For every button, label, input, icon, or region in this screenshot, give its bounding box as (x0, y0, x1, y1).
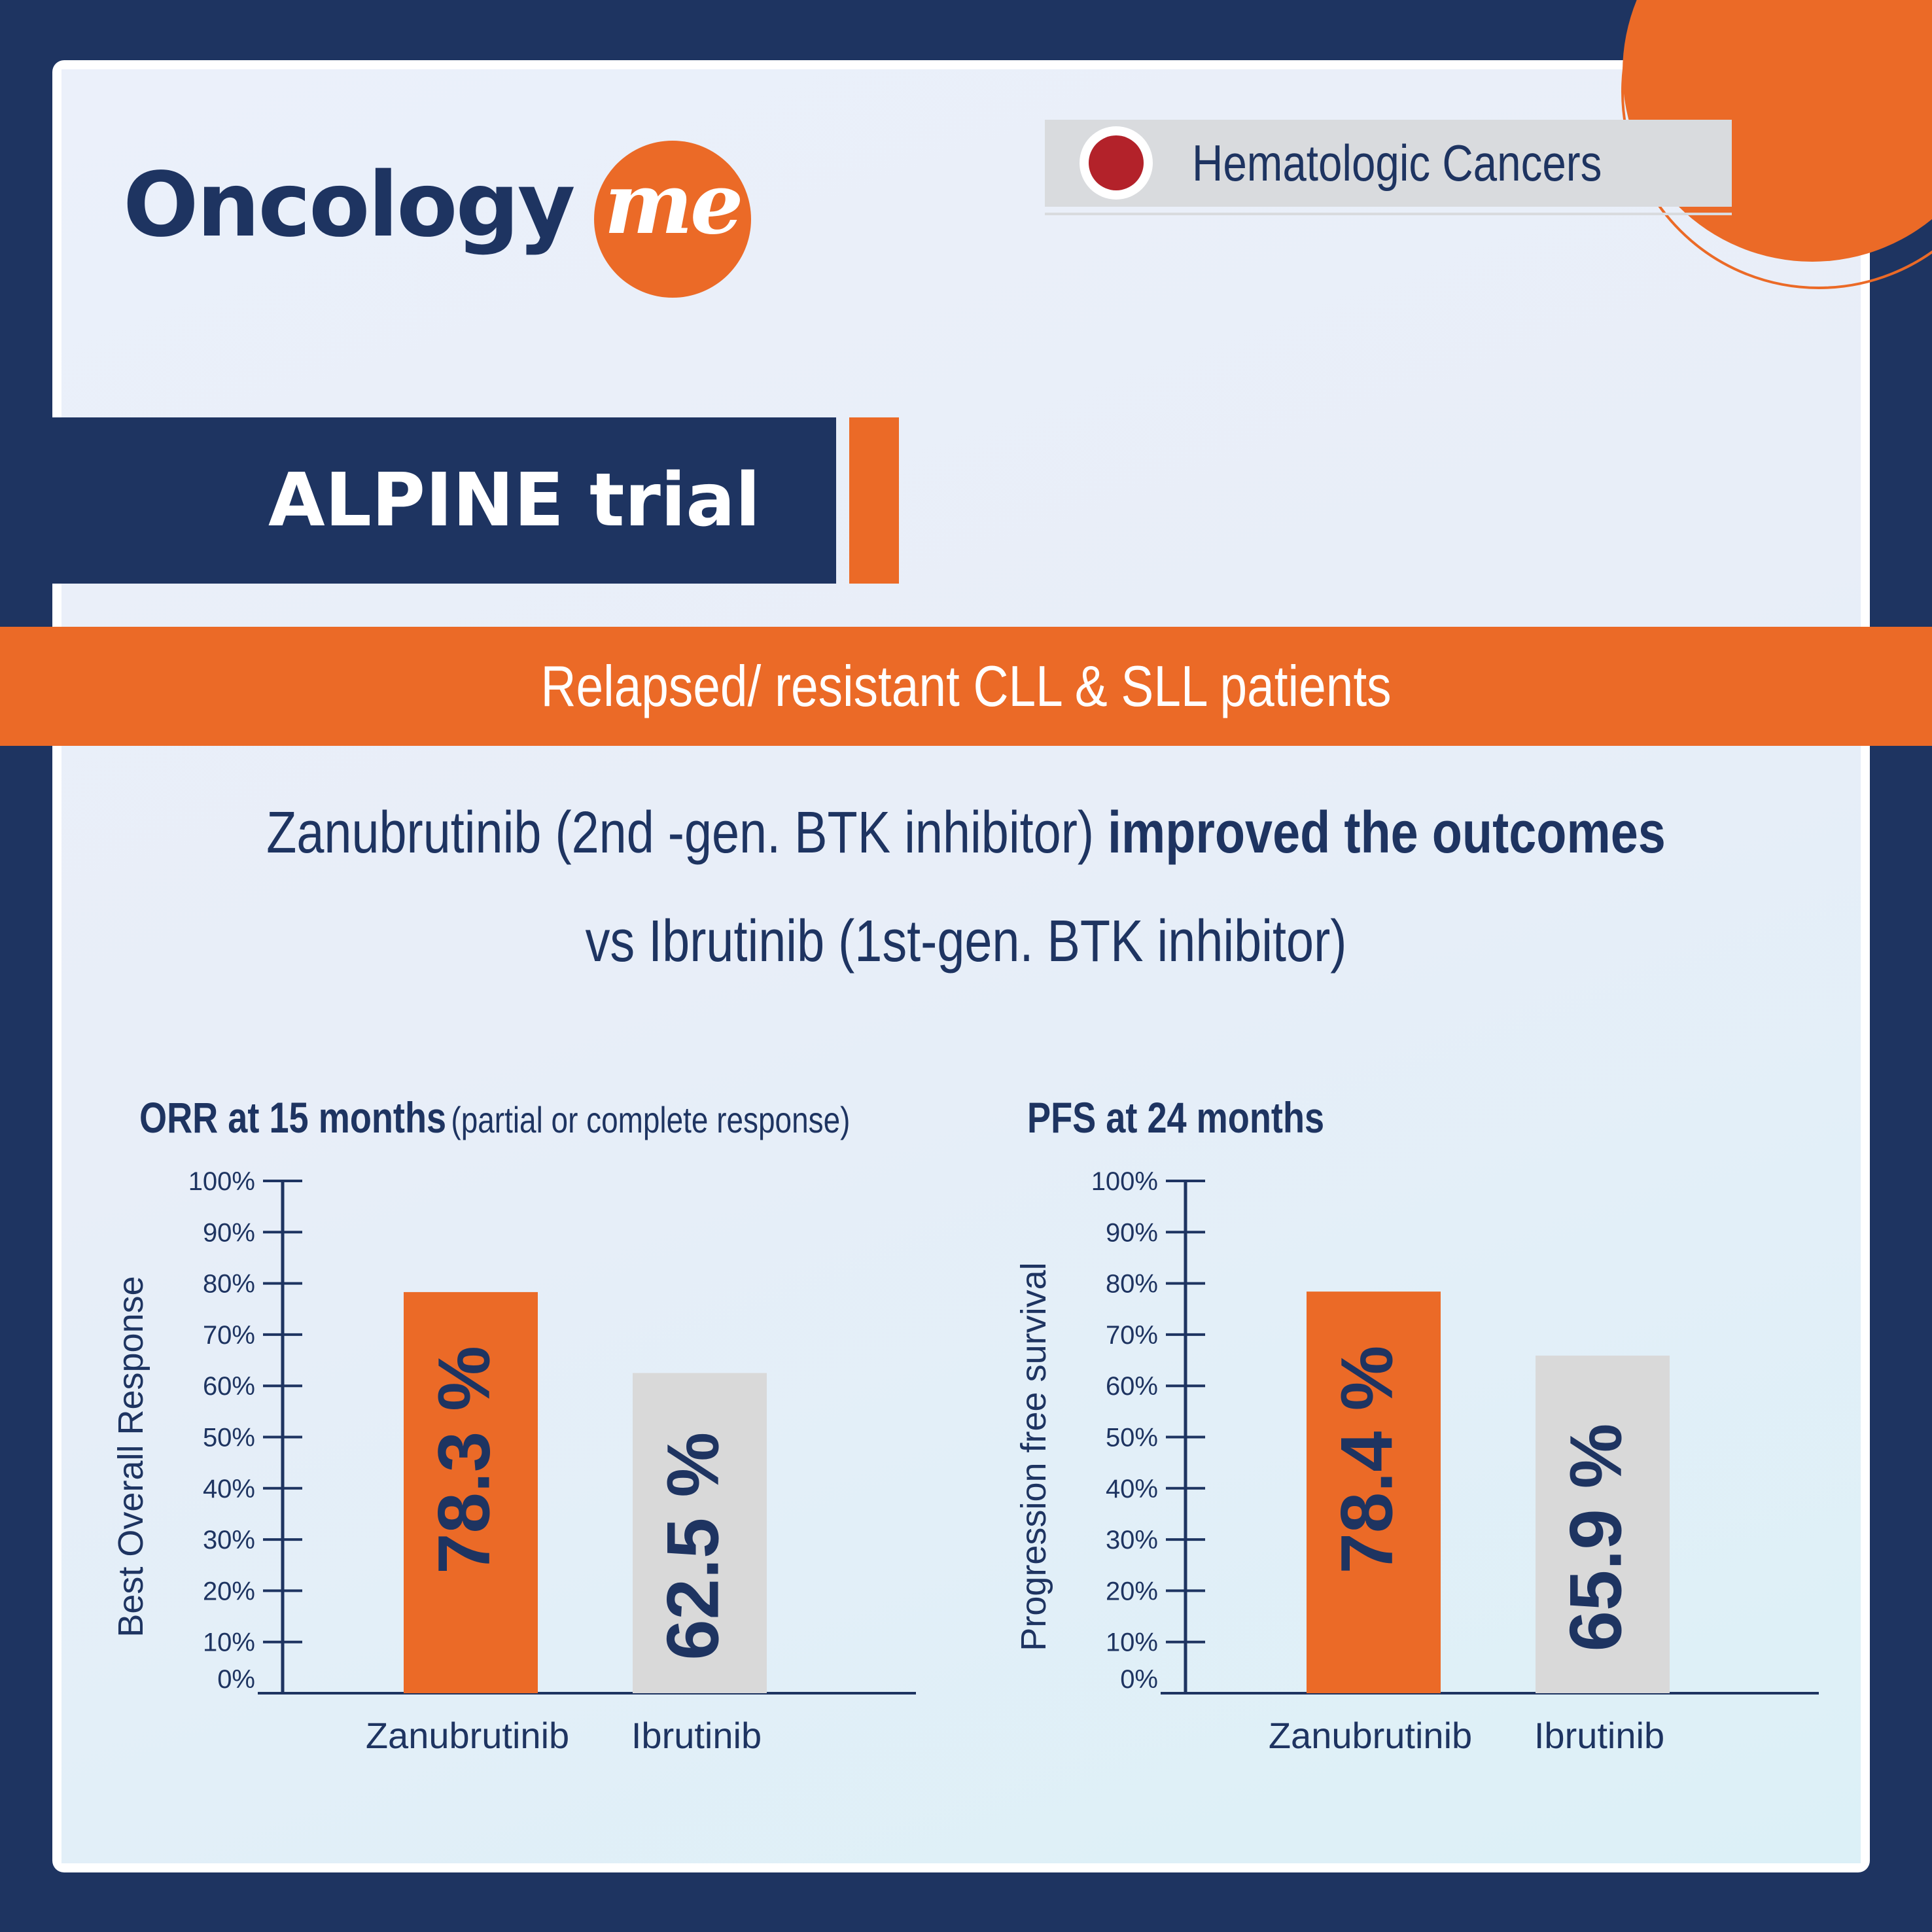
pfs-y-tick-label: 60% (1106, 1372, 1158, 1401)
orr-bar-ibrutinib (633, 1373, 767, 1693)
orr-y-tick-label: 60% (203, 1372, 255, 1401)
logo-me-text: me (604, 155, 744, 253)
pfs-y-tick-label: 90% (1106, 1218, 1158, 1247)
category-label: Hematologic Cancers (1192, 134, 1602, 192)
headline-drug: Zanubrutinib (2nd -gen. BTK inhibitor) (266, 800, 1108, 866)
population-band: Relapsed/ resistant CLL & SLL patients (0, 627, 1932, 746)
pfs-category-label: Zanubrutinib (1269, 1715, 1472, 1756)
population-text: Relapsed/ resistant CLL & SLL patients (540, 654, 1392, 718)
pfs-chart-title: PFS at 24 months (1027, 1093, 1324, 1142)
orr-value-label: 62.5 % (652, 1432, 734, 1660)
pfs-y-tick-label: 70% (1106, 1321, 1158, 1350)
orr-y-tick-label: 10% (203, 1628, 255, 1657)
orr-y-tick-label: 80% (203, 1270, 255, 1299)
orr-y-tick-label: 20% (203, 1577, 255, 1606)
blood-drop-icon (1080, 126, 1153, 200)
orr-y-tick-label: 70% (203, 1321, 255, 1350)
pfs-bar-ibrutinib (1536, 1356, 1670, 1693)
pfs-y-tick-label: 100% (1091, 1167, 1158, 1196)
orr-chart-title: ORR at 15 months (partial or complete re… (139, 1093, 850, 1142)
pfs-chart-title-main: PFS at 24 months (1027, 1093, 1325, 1142)
brand-logo: Oncology me (123, 141, 777, 298)
orr-y-tick-label: 90% (203, 1218, 255, 1247)
orr-chart-subtitle: (partial or complete response) (451, 1099, 851, 1140)
orr-category-label: Ibrutinib (631, 1715, 762, 1756)
trial-banner-accent (849, 417, 899, 584)
pfs-value-label: 78.4 % (1326, 1346, 1408, 1574)
orr-value-label: 78.3 % (423, 1346, 505, 1574)
category-underline (1045, 213, 1732, 215)
blood-drop-icon-dot (1089, 135, 1144, 190)
pfs-value-label: 65.9 % (1555, 1424, 1637, 1652)
headline-emphasis: improved the outcomes (1108, 800, 1666, 866)
pfs-y-tick-label: 80% (1106, 1270, 1158, 1299)
orr-y-tick-label: 100% (188, 1167, 255, 1196)
orr-y-tick-label: 30% (203, 1526, 255, 1554)
content-card (52, 60, 1870, 1872)
trial-title: ALPINE trial (268, 458, 761, 543)
orr-y-axis-title: Best Overall Response (111, 1276, 150, 1637)
pfs-y-tick-label: 30% (1106, 1526, 1158, 1554)
pfs-bar-zanubrutinib (1307, 1291, 1441, 1693)
pfs-y-tick-label: 10% (1106, 1628, 1158, 1657)
orr-y-tick-label: 50% (203, 1424, 255, 1452)
logo-me-badge: me (594, 141, 751, 298)
pfs-y-tick-label: 40% (1106, 1475, 1158, 1503)
category-tag: Hematologic Cancers (1045, 120, 1732, 207)
orr-y-tick-label: 40% (203, 1475, 255, 1503)
logo-wordmark: Oncology (123, 154, 576, 257)
headline-line-1: Zanubrutinib (2nd -gen. BTK inhibitor) i… (154, 799, 1778, 867)
headline-line-2: vs Ibrutinib (1st-gen. BTK inhibitor) (585, 909, 1347, 974)
pfs-y-tick-label: 0% (1120, 1665, 1158, 1694)
pfs-y-tick-label: 50% (1106, 1424, 1158, 1452)
pfs-y-tick-label: 20% (1106, 1577, 1158, 1606)
orr-y-tick-label: 0% (217, 1665, 255, 1694)
orr-category-label: Zanubrutinib (366, 1715, 569, 1756)
pfs-y-axis-title: Progression free survival (1014, 1262, 1053, 1651)
orr-bar-zanubrutinib (404, 1291, 538, 1693)
trial-banner: ALPINE trial (52, 417, 836, 584)
orr-chart-title-main: ORR at 15 months (139, 1093, 447, 1142)
pfs-category-label: Ibrutinib (1534, 1715, 1664, 1756)
